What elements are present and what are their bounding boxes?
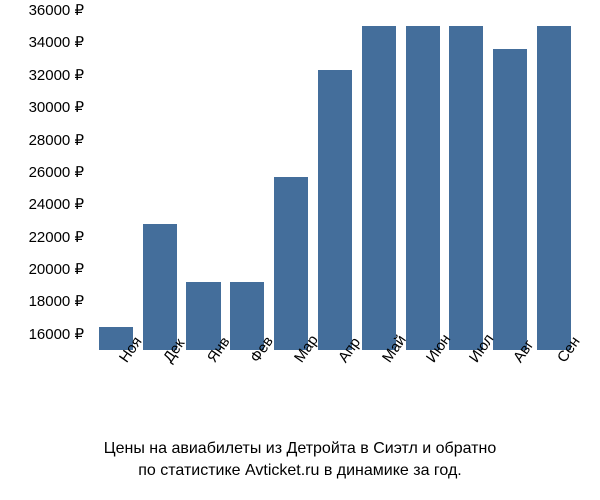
y-tick-label: 20000 ₽ — [29, 260, 84, 278]
bar — [318, 70, 352, 350]
x-tick-slot: Янв — [182, 350, 226, 400]
bar-slot — [269, 10, 313, 350]
y-tick-label: 26000 ₽ — [29, 163, 84, 181]
x-tick-slot: Мар — [269, 350, 313, 400]
chart-caption: Цены на авиабилеты из Детройта в Сиэтл и… — [0, 438, 600, 481]
caption-line-2: по статистике Avticket.ru в динамике за … — [138, 462, 462, 479]
x-tick-slot: Июн — [401, 350, 445, 400]
bar-slot — [357, 10, 401, 350]
bar — [449, 26, 483, 350]
y-tick-label: 22000 ₽ — [29, 228, 84, 246]
x-tick-slot: Май — [357, 350, 401, 400]
bar — [493, 49, 527, 350]
bar-slot — [138, 10, 182, 350]
bar-slot — [225, 10, 269, 350]
x-tick-slot: Июл — [445, 350, 489, 400]
bar-slot — [313, 10, 357, 350]
bar — [362, 26, 396, 350]
x-tick-slot: Ноя — [94, 350, 138, 400]
bar — [274, 177, 308, 350]
y-tick-label: 24000 ₽ — [29, 195, 84, 213]
x-tick-slot: Апр — [313, 350, 357, 400]
bar — [406, 26, 440, 350]
y-axis: 16000 ₽ 18000 ₽ 20000 ₽ 22000 ₽ 24000 ₽ 26000… — [0, 10, 90, 350]
x-tick-slot: Дек — [138, 350, 182, 400]
x-tick-slot: Фев — [225, 350, 269, 400]
bar-slot — [401, 10, 445, 350]
bar-slot — [182, 10, 226, 350]
bar-slot — [532, 10, 576, 350]
y-tick-label: 34000 ₽ — [29, 33, 84, 51]
y-tick-label: 32000 ₽ — [29, 66, 84, 84]
bar-slot — [94, 10, 138, 350]
y-tick-label: 18000 ₽ — [29, 292, 84, 310]
x-axis: НояДекЯнвФевМарАпрМайИюнИюлАвгСен — [90, 350, 580, 400]
bars-group — [90, 10, 580, 350]
y-tick-label: 16000 ₽ — [29, 325, 84, 343]
x-tick-slot: Авг — [488, 350, 532, 400]
price-chart: 16000 ₽ 18000 ₽ 20000 ₽ 22000 ₽ 24000 ₽ 26000… — [0, 10, 600, 390]
y-tick-label: 30000 ₽ — [29, 98, 84, 116]
plot-area — [90, 10, 580, 350]
caption-line-1: Цены на авиабилеты из Детройта в Сиэтл и… — [104, 440, 496, 457]
y-tick-label: 36000 ₽ — [29, 1, 84, 19]
x-tick-slot: Сен — [532, 350, 576, 400]
bar-slot — [488, 10, 532, 350]
bar — [143, 224, 177, 350]
bar-slot — [445, 10, 489, 350]
bar — [537, 26, 571, 350]
y-tick-label: 28000 ₽ — [29, 131, 84, 149]
